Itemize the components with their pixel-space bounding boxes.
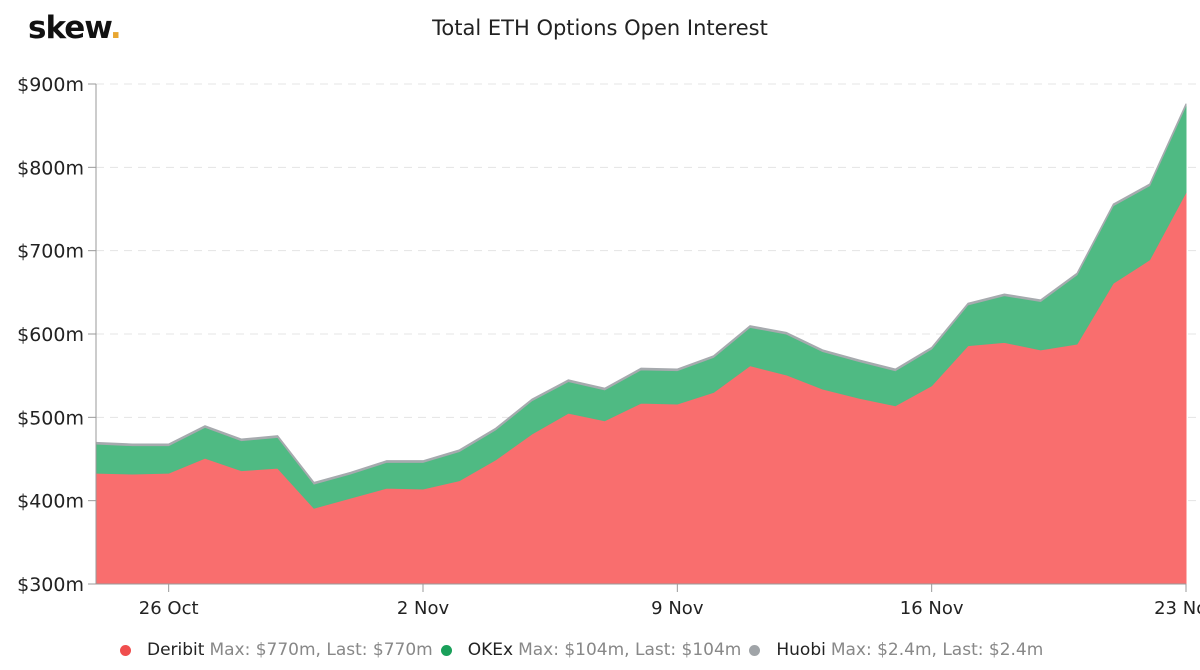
legend-dot-deribit xyxy=(120,644,131,656)
legend: Deribit Max: $770m, Last: $770m OKEx Max… xyxy=(0,640,1200,660)
logo-dot: . xyxy=(109,10,122,46)
logo-text: skew xyxy=(28,10,111,46)
legend-name: Huobi xyxy=(776,640,826,660)
x-tick-label: 2 Nov xyxy=(397,598,450,619)
skew-logo: skew. xyxy=(28,10,122,46)
chart-title: Total ETH Options Open Interest xyxy=(432,16,768,40)
legend-summary: Max: $770m, Last: $770m xyxy=(209,640,433,660)
legend-item-okex[interactable]: OKEx Max: $104m, Last: $104m xyxy=(440,640,742,660)
legend-summary: Max: $2.4m, Last: $2.4m xyxy=(830,640,1044,660)
y-tick-label: $600m xyxy=(17,324,84,346)
legend-summary: Max: $104m, Last: $104m xyxy=(518,640,742,660)
legend-name: Deribit xyxy=(147,640,205,660)
legend-item-huobi[interactable]: Huobi Max: $2.4m, Last: $2.4m xyxy=(749,640,1043,660)
legend-name: OKEx xyxy=(467,640,514,660)
y-tick-label: $400m xyxy=(17,491,84,513)
y-tick-label: $500m xyxy=(17,407,84,429)
y-tick-label: $800m xyxy=(17,157,84,179)
legend-dot-huobi xyxy=(749,644,761,656)
legend-dot-okex xyxy=(440,644,452,656)
y-tick-label: $300m xyxy=(17,574,84,596)
y-tick-label: $700m xyxy=(17,241,84,263)
x-tick-label: 23 Nov xyxy=(1154,598,1200,619)
x-tick-label: 16 Nov xyxy=(900,598,964,619)
legend-item-deribit[interactable]: Deribit Max: $770m, Last: $770m xyxy=(120,640,433,660)
y-tick-label: $900m xyxy=(17,74,84,96)
x-tick-label: 9 Nov xyxy=(651,598,704,619)
x-tick-label: 26 Oct xyxy=(139,598,199,619)
area-huobi xyxy=(95,103,1187,485)
